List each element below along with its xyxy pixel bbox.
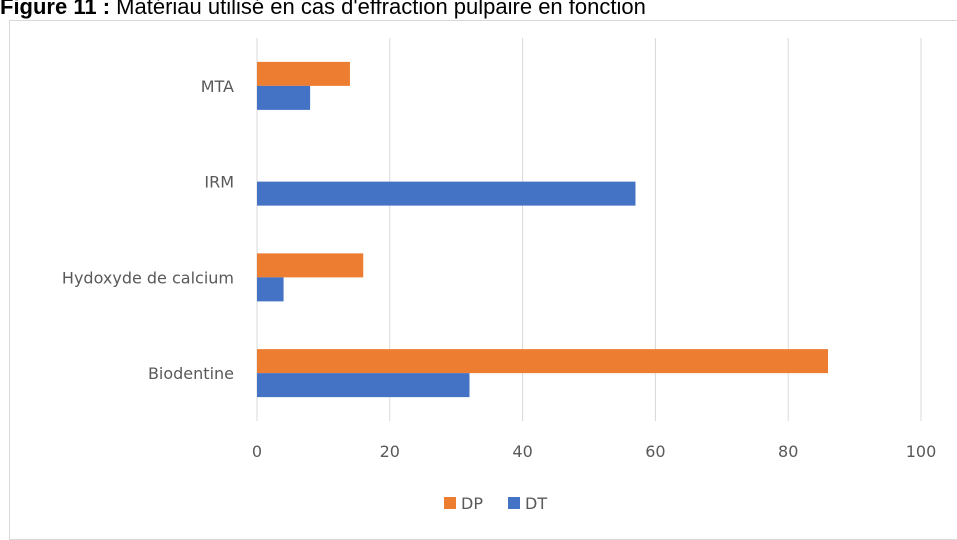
x-tick-label-0: 0	[252, 442, 262, 461]
figure-title: Figure 11 : Matériau utilisé en cas d'ef…	[0, 0, 646, 22]
category-label-3: MTA	[201, 77, 234, 96]
category-label-1: Hydoxyde de calcium	[62, 268, 234, 287]
bar-dt-3	[257, 85, 311, 110]
x-tick-label-20: 20	[380, 442, 400, 461]
category-label-2: IRM	[204, 173, 234, 192]
legend-label-dt: DT	[525, 494, 547, 513]
x-tick-label-80: 80	[778, 442, 798, 461]
x-tick-label-100: 100	[906, 442, 937, 461]
x-tick-label-60: 60	[645, 442, 665, 461]
bar-dt-2	[257, 181, 636, 206]
legend-label-dp: DP	[461, 494, 483, 513]
figure-title-number: Figure 11 :	[0, 0, 111, 19]
bar-dt-1	[257, 277, 284, 302]
legend-swatch-dt	[508, 497, 520, 509]
legend-swatch-dp	[444, 497, 456, 509]
figure-title-text: Matériau utilisé en cas d'effraction pul…	[116, 0, 646, 19]
bar-dp-3	[257, 61, 350, 86]
bar-dp-0	[257, 349, 829, 374]
x-tick-label-40: 40	[512, 442, 532, 461]
category-label-0: Biodentine	[148, 364, 234, 383]
bar-dp-1	[257, 253, 364, 278]
bar-dt-0	[257, 373, 470, 398]
